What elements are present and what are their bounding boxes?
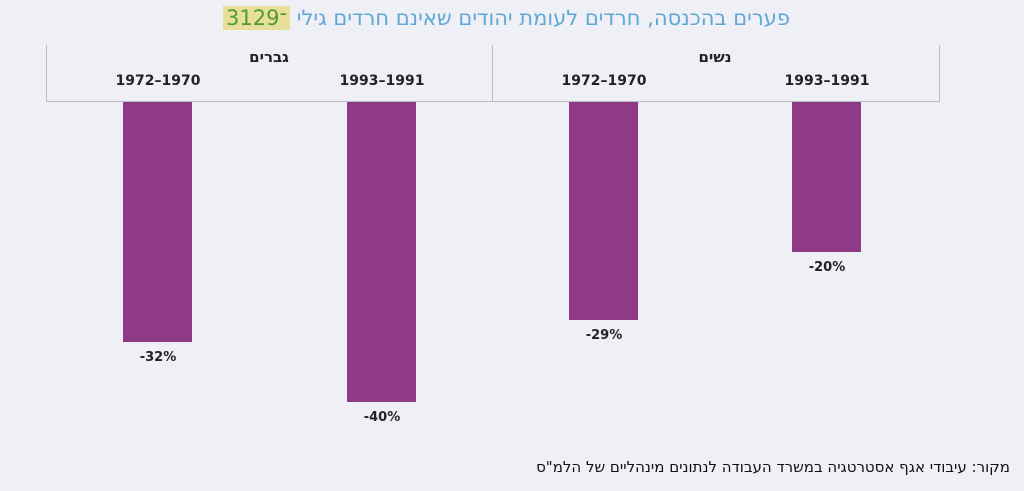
bar xyxy=(792,102,861,252)
bar xyxy=(123,102,192,342)
group-label-women: נשים xyxy=(698,48,732,66)
category-label: 1972–1970 xyxy=(115,73,201,89)
bar xyxy=(347,102,416,402)
category-label: 1993–1991 xyxy=(784,73,870,89)
source-note: מקור: עיבודי אגף אסטרטגיה במשרד העבודה ל… xyxy=(536,458,1010,476)
category-label: 1972–1970 xyxy=(561,73,647,89)
group-divider xyxy=(492,45,493,101)
data-label: -40% xyxy=(363,410,401,425)
data-label: -29% xyxy=(585,327,623,343)
header-box xyxy=(46,45,940,102)
data-label: -32% xyxy=(139,350,177,365)
data-label: -20% xyxy=(808,260,846,275)
bar xyxy=(569,102,638,320)
chart-title: פערים בהכנסה, חרדים לעומת יהודים שאינם ח… xyxy=(190,6,790,30)
title-age-range: 31־29 xyxy=(223,6,291,30)
group-label-men: גברים xyxy=(249,48,289,66)
category-label: 1993–1991 xyxy=(339,73,425,89)
title-text: פערים בהכנסה, חרדים לעומת יהודים שאינם ח… xyxy=(296,6,790,30)
